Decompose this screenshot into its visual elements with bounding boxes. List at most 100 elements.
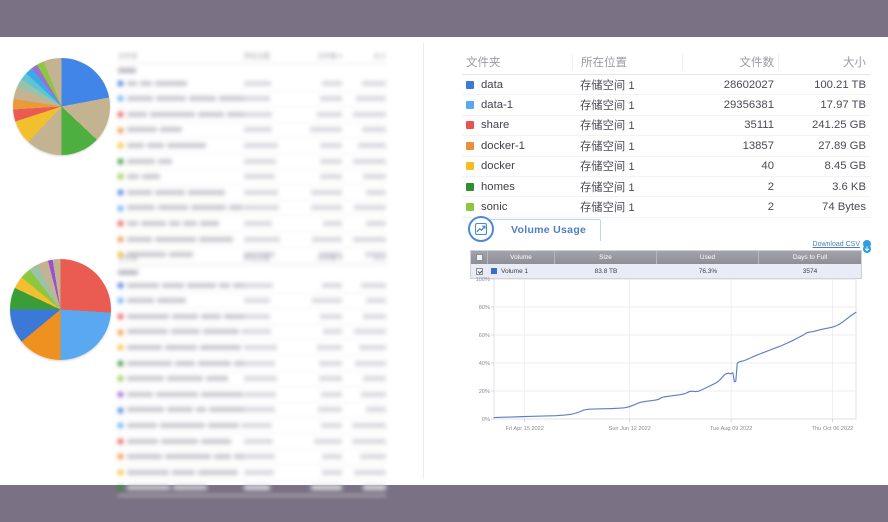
folder-location: [244, 479, 298, 497]
folder-color-swatch: [466, 203, 474, 211]
folder-color-swatch: [466, 81, 474, 89]
y-axis-tick-label: 20%: [479, 389, 490, 395]
table-row[interactable]: docker 存储空间 1 40 8.45 GB: [462, 157, 870, 177]
top-chrome-bar: [0, 0, 888, 37]
folder-name: docker: [481, 160, 572, 172]
table-row[interactable]: homes 存储空间 1 2 3.6 KB: [462, 177, 870, 197]
list-item[interactable]: [118, 481, 386, 497]
folder-color-swatch: [466, 121, 474, 129]
folder-file-count: 28602027: [682, 79, 778, 91]
table-row[interactable]: data 存储空间 1 28602027 100.21 TB: [462, 75, 870, 95]
x-axis-tick-label: Fri Apr 15 2022: [506, 426, 544, 432]
folder-usage-table[interactable]: 文件夹 所在位置 文件数 大小 data 存储空间 1 28602027 100.21…: [462, 49, 870, 218]
column-header-folder[interactable]: 文件夹: [462, 54, 572, 70]
folder-file-count: [298, 479, 342, 497]
y-axis-tick-label: 80%: [479, 305, 490, 311]
table-row[interactable]: sonic 存储空间 1 2 74 Bytes: [462, 197, 870, 217]
folder-location: 存储空间 1: [572, 199, 682, 215]
content-canvas: 文件夹 所在位置 文件数 ▾ 大小 文件夹 所在位置 文件数 ▾ 大小 文件夹 所在位置 文…: [0, 37, 888, 485]
folder-color-swatch: [118, 298, 123, 303]
panel-divider: [423, 43, 424, 479]
folder-location: 存储空间 1: [572, 117, 682, 133]
folder-color-swatch: [466, 183, 474, 191]
folder-size: 3.6 KB: [778, 181, 870, 193]
volume-usage-widget: Volume Usage Download CSV: [460, 219, 872, 245]
folder-size: 74 Bytes: [778, 201, 870, 213]
folder-color-swatch: [118, 206, 123, 211]
folder-location: 存储空间 1: [572, 179, 682, 195]
left-table-header: 文件夹 所在位置 文件数 ▾ 大小: [118, 50, 386, 64]
folder-color-swatch: [118, 81, 123, 86]
folder-distribution-pie-bottom: [10, 259, 111, 360]
folder-name: data-1: [481, 99, 572, 111]
column-header-volume[interactable]: Volume: [488, 251, 555, 264]
folder-file-count: 35111: [682, 119, 778, 131]
folder-usage-table-header: 文件夹 所在位置 文件数 大小: [462, 49, 870, 75]
column-header-size: 大小: [342, 252, 386, 262]
y-axis-tick-label: 40%: [479, 361, 490, 367]
left-panel: 文件夹 所在位置 文件数 ▾ 大小 文件夹 所在位置 文件数 ▾ 大小: [0, 37, 400, 485]
left-folder-table-bottom[interactable]: 文件夹 所在位置 文件数 ▾ 大小: [118, 252, 386, 496]
folder-color-swatch: [118, 128, 123, 133]
folder-color-swatch: [118, 221, 123, 226]
folder-color-swatch: [118, 470, 123, 475]
column-header-volume-size[interactable]: Size: [555, 251, 657, 264]
column-header-location: 所在位置: [244, 50, 298, 60]
tab-volume-usage[interactable]: Volume Usage: [484, 219, 601, 241]
screenshot-root: 文件夹 所在位置 文件数 ▾ 大小 文件夹 所在位置 文件数 ▾ 大小 文件夹 所在位置 文…: [0, 0, 888, 522]
folder-color-swatch: [118, 361, 123, 366]
column-header-file-count[interactable]: 文件数: [682, 54, 778, 70]
column-header-location: 所在位置: [244, 252, 298, 262]
column-header-location[interactable]: 所在位置: [572, 54, 682, 70]
column-header-days-to-full[interactable]: Days to Full: [759, 251, 861, 264]
folder-size: 27.89 GB: [778, 140, 870, 152]
folder-file-count: 2: [682, 181, 778, 193]
table-row[interactable]: data-1 存储空间 1 29356381 17.97 TB: [462, 95, 870, 115]
volume-table-header: Volume Size Used Days to Full: [471, 251, 861, 264]
folder-color-swatch: [466, 142, 474, 150]
folder-color-swatch: [118, 330, 123, 335]
folder-color-swatch: [466, 101, 474, 109]
right-panel: 文件夹 所在位置 文件数 大小 data 存储空间 1 28602027 100.21…: [440, 37, 888, 485]
column-header-size[interactable]: 大小: [778, 54, 870, 70]
column-header-size: 大小: [342, 50, 386, 60]
download-csv-link[interactable]: Download CSV: [813, 241, 860, 248]
folder-color-swatch: [118, 174, 123, 179]
x-axis-tick-label: Sun Jun 12 2022: [609, 426, 651, 432]
folder-name: share: [481, 119, 572, 131]
pie-chart-top-wrapper: [13, 58, 110, 155]
left-table-header: 文件夹 所在位置 文件数 ▾ 大小: [118, 252, 386, 266]
folder-name: data: [481, 79, 572, 91]
folder-color-swatch: [118, 112, 123, 117]
table-row[interactable]: docker-1 存储空间 1 13857 27.89 GB: [462, 136, 870, 156]
folder-color-swatch: [118, 143, 123, 148]
folder-location: 存储空间 1: [572, 77, 682, 93]
y-axis-tick-label: 100%: [476, 277, 490, 283]
folder-name: sonic: [481, 201, 572, 213]
volume-usage-tab-label: Volume Usage: [511, 224, 586, 236]
folder-file-count: 2: [682, 201, 778, 213]
folder-location: 存储空间 1: [572, 158, 682, 174]
volume-usage-chart[interactable]: 0% 20% 40% 60% 80% 100% Fri Apr 15 2022 Sun Jun…: [470, 271, 862, 439]
x-axis-tick-label: Tue Aug 09 2022: [710, 426, 752, 432]
folder-size: 100.21 TB: [778, 79, 870, 91]
table-row[interactable]: share 存储空间 1 35111 241.25 GB: [462, 116, 870, 136]
folder-file-count: 13857: [682, 140, 778, 152]
folder-color-swatch: [118, 454, 123, 459]
folder-name: homes: [481, 181, 572, 193]
folder-name: [127, 479, 244, 497]
left-folder-table-top[interactable]: 文件夹 所在位置 文件数 ▾ 大小: [118, 50, 386, 263]
column-header-folder: 文件夹: [118, 50, 244, 60]
folder-color-swatch: [118, 96, 123, 101]
folder-color-swatch: [118, 190, 123, 195]
volume-usage-line-chart: 0%20%40%60%80%100%Fri Apr 15 2022 Sun Jun…: [470, 271, 862, 439]
x-axis-tick-label: Thu Oct 06 2022: [812, 426, 854, 432]
download-csv-icon[interactable]: [863, 240, 871, 248]
volume-select-all-checkbox[interactable]: [471, 251, 488, 264]
folder-color-swatch: [118, 283, 123, 288]
folder-location: 存储空间 1: [572, 97, 682, 113]
column-header-file-count: 文件数 ▾: [298, 50, 342, 60]
folder-size: [342, 479, 386, 497]
folder-color-swatch: [118, 486, 123, 491]
column-header-volume-used[interactable]: Used: [657, 251, 759, 264]
